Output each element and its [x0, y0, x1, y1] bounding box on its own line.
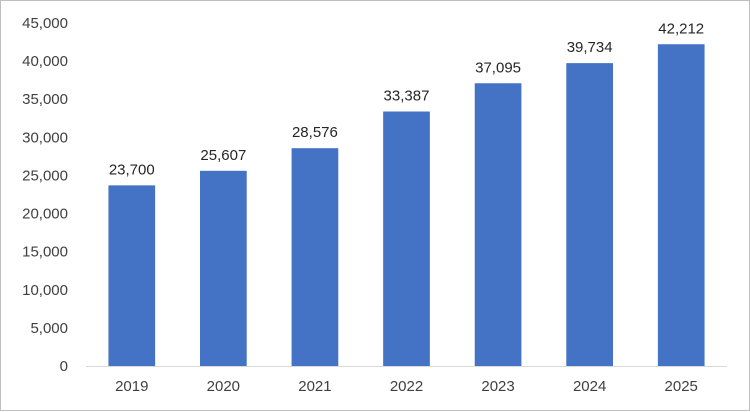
y-tick-label: 30,000	[22, 129, 68, 146]
data-label-2024: 39,734	[567, 39, 613, 56]
bar-2022	[383, 111, 430, 366]
data-label-2025: 42,212	[658, 20, 704, 37]
bar-2024	[566, 63, 613, 367]
x-axis: 2019 2020 2021 2022 2023 2024 2025	[86, 366, 727, 395]
bar-2021	[291, 148, 339, 366]
data-label-2020: 25,607	[200, 147, 246, 164]
y-tick-label: 35,000	[22, 91, 68, 108]
bar-2020	[200, 170, 247, 366]
y-tick-label: 40,000	[22, 53, 68, 70]
y-tick-label: 5,000	[30, 320, 68, 337]
x-tick-label: 2019	[115, 378, 148, 395]
bar-2023	[474, 83, 522, 367]
y-tick-label: 20,000	[22, 206, 68, 223]
data-label-2019: 23,700	[109, 161, 155, 178]
y-tick-label: 10,000	[22, 282, 68, 299]
y-tick-label: 25,000	[22, 167, 68, 184]
y-axis: 0 5,000 10,000 15,000 20,000 25,000 30,000 35,0…	[22, 15, 68, 375]
data-label-2022: 33,387	[384, 88, 430, 105]
data-label-2023: 37,095	[475, 59, 521, 76]
x-tick-label: 2023	[481, 378, 514, 395]
bar-series	[108, 44, 705, 367]
bar-2025	[657, 44, 705, 366]
data-labels: 23,700 25,607 28,576 33,387 37,095 39,734 42,2…	[109, 20, 704, 178]
x-tick-label: 2022	[390, 378, 423, 395]
y-tick-label: 15,000	[22, 244, 68, 261]
bar-2019	[108, 185, 156, 366]
x-tick-label: 2021	[298, 378, 331, 395]
data-label-2021: 28,576	[292, 124, 338, 141]
x-tick-label: 2020	[207, 378, 240, 395]
y-tick-label: 0	[60, 358, 68, 375]
x-tick-label: 2025	[665, 378, 698, 395]
y-tick-label: 45,000	[22, 15, 68, 32]
x-tick-label: 2024	[573, 378, 606, 395]
